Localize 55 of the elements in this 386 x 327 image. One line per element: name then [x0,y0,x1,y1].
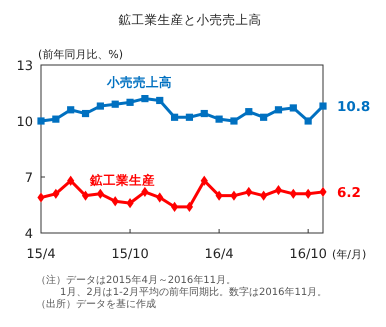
point [37,117,45,125]
point [290,104,297,112]
point [200,110,208,118]
point [141,95,148,102]
point [216,116,223,123]
point [319,186,327,198]
point [52,188,60,199]
data-label: 10.8 [337,99,370,116]
point [245,108,252,116]
point [112,196,119,206]
series-label: 鉱工業生産 [89,172,156,188]
series-label: 小売売上高 [106,74,172,90]
point [170,202,178,212]
point [67,106,74,114]
point [112,100,119,108]
y-tick-label: 10 [16,115,33,130]
point [96,188,104,199]
point [216,190,223,201]
point [260,114,268,121]
y-axis-title: (前年同月比、%) [38,48,124,61]
point [67,176,74,186]
point [274,184,282,196]
x-axis-title: (年/月) [332,248,366,261]
point [304,188,312,199]
point [126,98,134,106]
point [200,176,208,186]
point [230,117,238,125]
point [82,110,90,118]
point [37,192,45,203]
data-label: 6.2 [337,184,361,201]
point [260,190,268,201]
point [52,116,60,123]
point [96,102,104,110]
point [274,106,282,114]
point [186,114,194,121]
point [82,190,90,201]
y-tick-label: 4 [24,227,33,242]
x-tick-label: 16/10 [289,247,327,262]
text: （注）データは2015年4月～2016年11月。 [36,274,236,286]
point [290,188,297,199]
point [170,114,178,121]
x-tick-label: 15/4 [26,247,56,262]
point [126,198,134,208]
point [230,190,238,201]
point [186,202,194,212]
text: （出所）データを基に作成 [36,298,156,310]
chart-title: 鉱工業生産と小売売上高 [118,12,262,27]
x-tick-label: 15/10 [111,247,149,262]
y-tick-label: 7 [24,171,33,186]
x-tick-label: 16/4 [204,247,234,262]
text: 1月、2月は1-2月平均の前年同期比。数字は2016年11月。 [60,286,328,298]
point [304,117,312,125]
y-tick-label: 13 [16,59,33,74]
point [319,102,327,110]
point [156,96,164,104]
